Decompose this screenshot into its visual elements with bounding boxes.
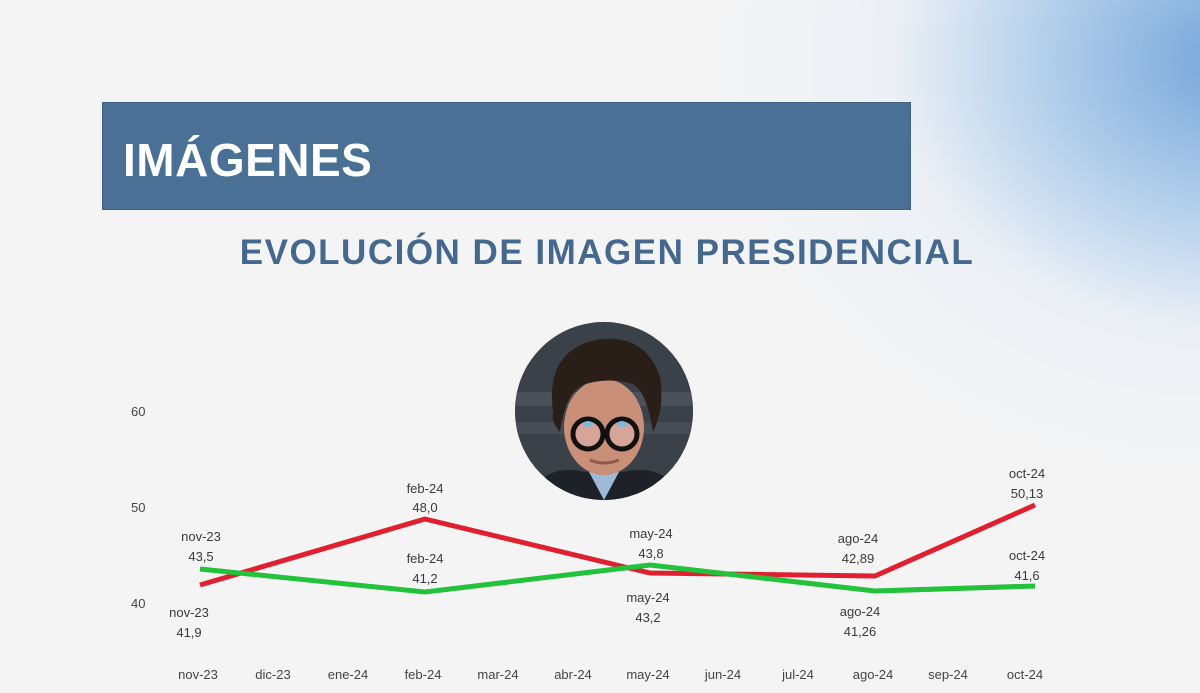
red-label-value-may24: 43,2 [635, 610, 660, 625]
x-tick-label: ene-24 [328, 667, 368, 682]
y-tick-50: 50 [131, 500, 145, 515]
x-tick-label: feb-24 [405, 667, 442, 682]
green-label-month-oct24: oct-24 [1009, 548, 1045, 563]
x-tick-label: jun-24 [704, 667, 741, 682]
red-label-month-oct24: oct-24 [1009, 466, 1045, 481]
green-series-line [199, 562, 1036, 595]
x-tick-label: sep-24 [928, 667, 968, 682]
president-portrait [515, 322, 693, 500]
x-tick-label: oct-24 [1007, 667, 1043, 682]
chart-title: EVOLUCIÓN DE IMAGEN PRESIDENCIAL [239, 233, 975, 272]
section-title: IMÁGENES [123, 134, 373, 186]
green-label-month-nov23: nov-23 [181, 529, 221, 544]
green-label-month-ago24: ago-24 [840, 604, 880, 619]
y-tick-40: 40 [131, 596, 145, 611]
green-label-month-feb24: feb-24 [407, 551, 444, 566]
x-tick-label: may-24 [626, 667, 669, 682]
x-tick-label: ago-24 [853, 667, 893, 682]
x-tick-label: nov-23 [178, 667, 218, 682]
red-label-value-nov23: 41,9 [176, 625, 201, 640]
red-label-month-feb24: feb-24 [407, 481, 444, 496]
x-tick-label: jul-24 [781, 667, 814, 682]
green-label-value-nov23: 43,5 [188, 549, 213, 564]
x-tick-label: abr-24 [554, 667, 592, 682]
green-label-value-ago24: 41,26 [844, 624, 877, 639]
green-label-value-feb24: 41,2 [412, 571, 437, 586]
portrait-illustration-icon [515, 322, 693, 500]
red-label-month-may24: may-24 [626, 590, 669, 605]
green-label-month-may24: may-24 [629, 526, 672, 541]
red-series-line [199, 502, 1037, 588]
x-tick-label: dic-23 [255, 667, 290, 682]
section-banner: IMÁGENES [102, 102, 911, 210]
red-label-value-ago24: 42,89 [842, 551, 875, 566]
green-label-value-may24: 43,8 [638, 546, 663, 561]
red-label-month-ago24: ago-24 [838, 531, 878, 546]
x-tick-label: mar-24 [477, 667, 518, 682]
y-tick-60: 60 [131, 404, 145, 419]
red-label-value-oct24: 50,13 [1011, 486, 1044, 501]
red-label-month-nov23: nov-23 [169, 605, 209, 620]
red-label-value-feb24: 48,0 [412, 500, 437, 515]
green-label-value-oct24: 41,6 [1014, 568, 1039, 583]
